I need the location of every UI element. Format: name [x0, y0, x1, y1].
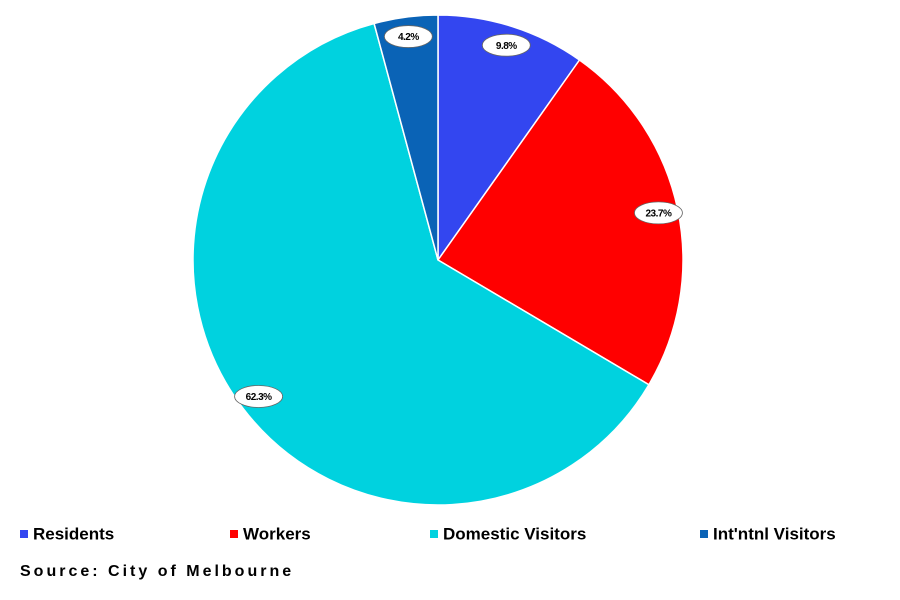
value-label: 23.7% — [645, 209, 671, 220]
legend-label: Workers — [243, 524, 311, 543]
legend-swatch — [430, 530, 438, 538]
value-label-bg — [383, 25, 433, 48]
value-label: 62.3% — [246, 392, 272, 403]
value-label: 4.2% — [398, 32, 419, 43]
value-labels: 9.8% 23.7% 62.3% 4.2% — [234, 25, 683, 408]
pie-slice — [192, 22, 650, 506]
value-label-bg — [481, 33, 531, 57]
pie — [192, 14, 684, 506]
legend-swatch — [700, 530, 708, 538]
value-label: 9.8% — [496, 41, 517, 52]
source: Source: City of Melbourne — [20, 563, 294, 580]
value-label-bg — [634, 201, 683, 225]
value-label-bg — [234, 385, 284, 408]
legend-label: Int'ntnl Visitors — [713, 524, 836, 543]
legend-swatch — [20, 530, 28, 538]
pie-slice — [437, 14, 581, 263]
legend-label: Domestic Visitors — [443, 524, 586, 543]
pie-slice — [373, 14, 439, 261]
legend-swatch — [230, 530, 238, 538]
legend-label: Residents — [33, 524, 114, 543]
legend: Residents Workers Domestic Visitors Int'ntn… — [20, 524, 836, 543]
